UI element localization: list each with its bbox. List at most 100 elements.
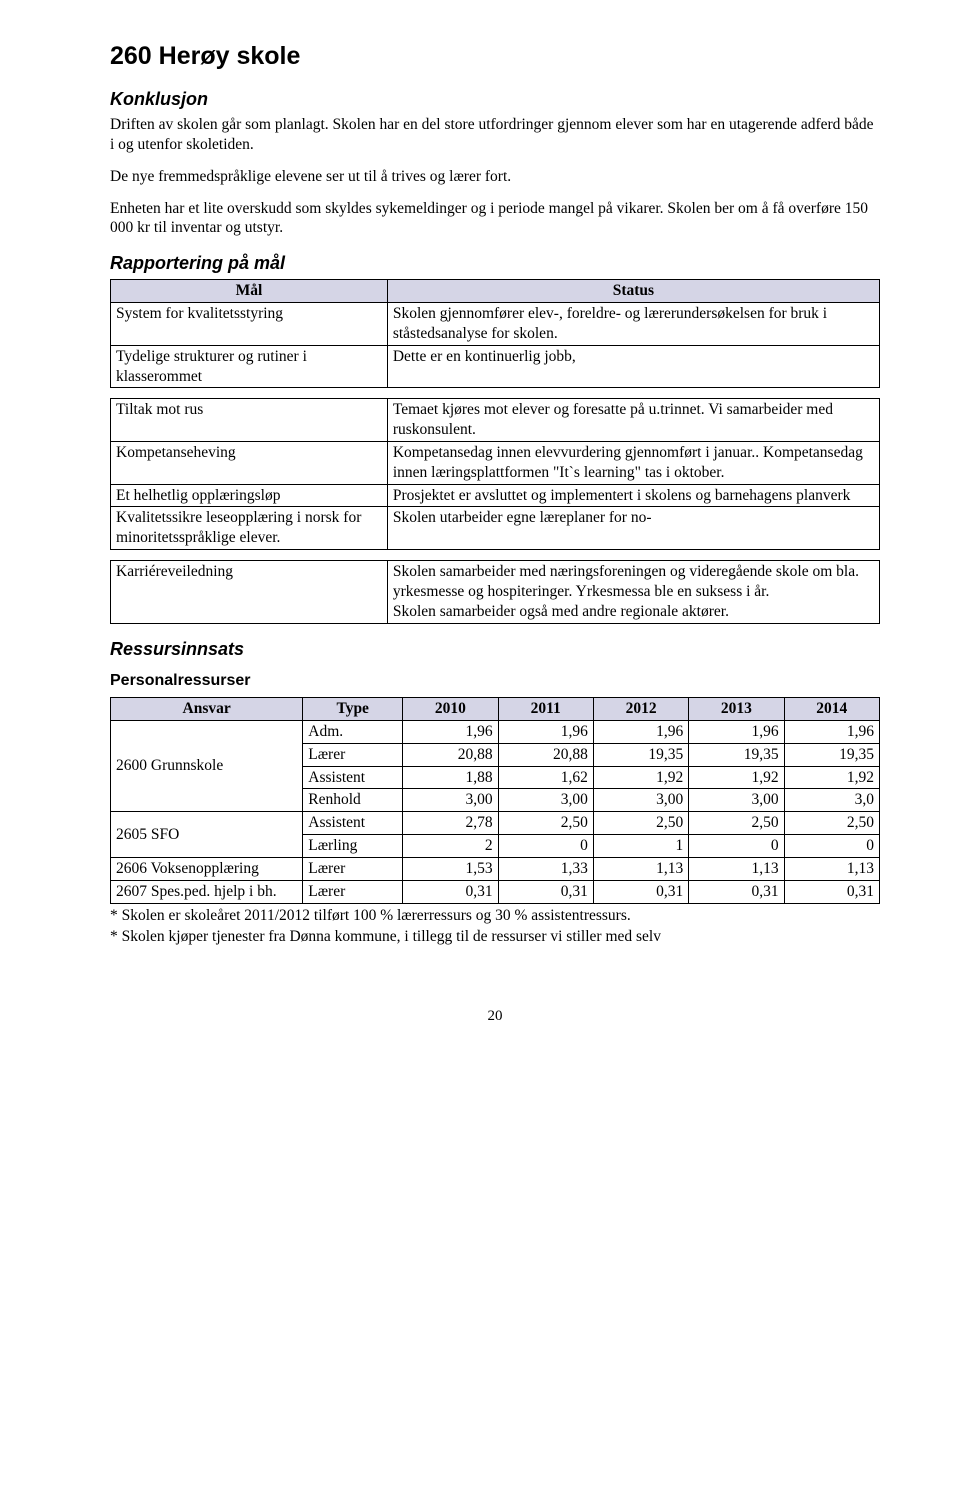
res-val: 0,31 xyxy=(784,880,879,903)
goals-status: Kompetansedag innen elevvurdering gjenno… xyxy=(387,442,879,485)
goals-status: Dette er en kontinuerlig jobb, xyxy=(387,345,879,388)
res-type: Lærer xyxy=(303,743,403,766)
res-val: 1,96 xyxy=(689,720,784,743)
goals-mal: Et helhetlig opplæringsløp xyxy=(111,484,388,507)
res-type: Adm. xyxy=(303,720,403,743)
goals-status: Skolen utarbeider egne læreplaner for no… xyxy=(387,507,879,550)
res-val: 1,96 xyxy=(784,720,879,743)
table-row: System for kvalitetsstyring Skolen gjenn… xyxy=(111,303,880,346)
res-val: 1,13 xyxy=(593,857,688,880)
res-val: 0 xyxy=(784,835,879,858)
goals-mal: System for kvalitetsstyring xyxy=(111,303,388,346)
res-ansvar: 2600 Grunnskole xyxy=(111,720,303,811)
res-val: 19,35 xyxy=(784,743,879,766)
res-ansvar: 2606 Voksenopplæring xyxy=(111,857,303,880)
res-type: Lærling xyxy=(303,835,403,858)
res-val: 19,35 xyxy=(593,743,688,766)
section-heading-rapportering: Rapportering på mål xyxy=(110,252,880,275)
res-val: 1,92 xyxy=(784,766,879,789)
konklusjon-p1: Driften av skolen går som planlagt. Skol… xyxy=(110,115,880,155)
section-heading-konklusjon: Konklusjon xyxy=(110,88,880,111)
res-val: 1,92 xyxy=(689,766,784,789)
goals-mal: Tydelige strukturer og rutiner i klasser… xyxy=(111,345,388,388)
res-col-ansvar: Ansvar xyxy=(111,698,303,721)
res-val: 1,53 xyxy=(403,857,498,880)
res-col-2011: 2011 xyxy=(498,698,593,721)
table-row: Et helhetlig opplæringsløp Prosjektet er… xyxy=(111,484,880,507)
page-title: 260 Herøy skole xyxy=(110,40,880,72)
res-val: 3,00 xyxy=(498,789,593,812)
konklusjon-p3: Enheten har et lite overskudd som skylde… xyxy=(110,199,880,239)
footnote-1: * Skolen er skoleåret 2011/2012 tilført … xyxy=(110,906,880,926)
res-val: 20,88 xyxy=(403,743,498,766)
res-val: 20,88 xyxy=(498,743,593,766)
res-val: 2,50 xyxy=(689,812,784,835)
table-row: 2607 Spes.ped. hjelp i bh. Lærer 0,31 0,… xyxy=(111,880,880,903)
section-heading-ressurs: Ressursinnsats xyxy=(110,638,880,661)
res-val: 1,13 xyxy=(689,857,784,880)
res-col-2010: 2010 xyxy=(403,698,498,721)
res-val: 1,13 xyxy=(784,857,879,880)
res-val: 0,31 xyxy=(593,880,688,903)
res-type: Renhold xyxy=(303,789,403,812)
res-val: 2,78 xyxy=(403,812,498,835)
goals-table-a: Mål Status System for kvalitetsstyring S… xyxy=(110,279,880,388)
res-ansvar: 2607 Spes.ped. hjelp i bh. xyxy=(111,880,303,903)
goals-table-b: Tiltak mot rus Temaet kjøres mot elever … xyxy=(110,398,880,550)
res-val: 0,31 xyxy=(498,880,593,903)
res-val: 0,31 xyxy=(403,880,498,903)
goals-mal: Kompetanseheving xyxy=(111,442,388,485)
res-val: 0 xyxy=(498,835,593,858)
res-val: 3,00 xyxy=(689,789,784,812)
res-type: Lærer xyxy=(303,880,403,903)
res-val: 19,35 xyxy=(689,743,784,766)
table-row: Kvalitetssikre leseopplæring i norsk for… xyxy=(111,507,880,550)
page-number: 20 xyxy=(110,1007,880,1026)
goals-status: Temaet kjøres mot elever og foresatte på… xyxy=(387,399,879,442)
res-col-type: Type xyxy=(303,698,403,721)
res-ansvar: 2605 SFO xyxy=(111,812,303,858)
res-val: 1,96 xyxy=(403,720,498,743)
goals-status: Prosjektet er avsluttet og implementert … xyxy=(387,484,879,507)
table-row: 2600 Grunnskole Adm. 1,96 1,96 1,96 1,96… xyxy=(111,720,880,743)
table-row: Kompetanseheving Kompetansedag innen ele… xyxy=(111,442,880,485)
res-val: 2,50 xyxy=(784,812,879,835)
res-type: Assistent xyxy=(303,766,403,789)
res-col-2013: 2013 xyxy=(689,698,784,721)
goals-col-status: Status xyxy=(387,280,879,303)
res-val: 1,62 xyxy=(498,766,593,789)
table-row: 2605 SFO Assistent 2,78 2,50 2,50 2,50 2… xyxy=(111,812,880,835)
res-val: 2,50 xyxy=(593,812,688,835)
goals-mal: Tiltak mot rus xyxy=(111,399,388,442)
res-type: Assistent xyxy=(303,812,403,835)
table-row: Tydelige strukturer og rutiner i klasser… xyxy=(111,345,880,388)
res-val: 2 xyxy=(403,835,498,858)
res-val: 1,33 xyxy=(498,857,593,880)
res-col-2014: 2014 xyxy=(784,698,879,721)
footnote-2: * Skolen kjøper tjenester fra Dønna komm… xyxy=(110,927,880,947)
res-val: 1,96 xyxy=(593,720,688,743)
res-val: 1,88 xyxy=(403,766,498,789)
resources-table: Ansvar Type 2010 2011 2012 2013 2014 260… xyxy=(110,697,880,903)
goals-mal: Kvalitetssikre leseopplæring i norsk for… xyxy=(111,507,388,550)
table-row: Tiltak mot rus Temaet kjøres mot elever … xyxy=(111,399,880,442)
res-val: 0 xyxy=(689,835,784,858)
konklusjon-p2: De nye fremmedspråklige elevene ser ut t… xyxy=(110,167,880,187)
res-val: 1 xyxy=(593,835,688,858)
goals-mal: Karriéreveiledning xyxy=(111,561,388,623)
res-val: 3,00 xyxy=(403,789,498,812)
res-val: 3,00 xyxy=(593,789,688,812)
res-type: Lærer xyxy=(303,857,403,880)
sub-heading-personal: Personalressurser xyxy=(110,671,880,691)
goals-status: Skolen gjennomfører elev-, foreldre- og … xyxy=(387,303,879,346)
res-val: 1,96 xyxy=(498,720,593,743)
table-header-row: Ansvar Type 2010 2011 2012 2013 2014 xyxy=(111,698,880,721)
goals-status: Skolen samarbeider med næringsforeningen… xyxy=(387,561,879,623)
goals-table-c: Karriéreveiledning Skolen samarbeider me… xyxy=(110,560,880,623)
res-val: 1,92 xyxy=(593,766,688,789)
goals-col-mal: Mål xyxy=(111,280,388,303)
res-val: 0,31 xyxy=(689,880,784,903)
res-col-2012: 2012 xyxy=(593,698,688,721)
table-row: 2606 Voksenopplæring Lærer 1,53 1,33 1,1… xyxy=(111,857,880,880)
res-val: 3,0 xyxy=(784,789,879,812)
